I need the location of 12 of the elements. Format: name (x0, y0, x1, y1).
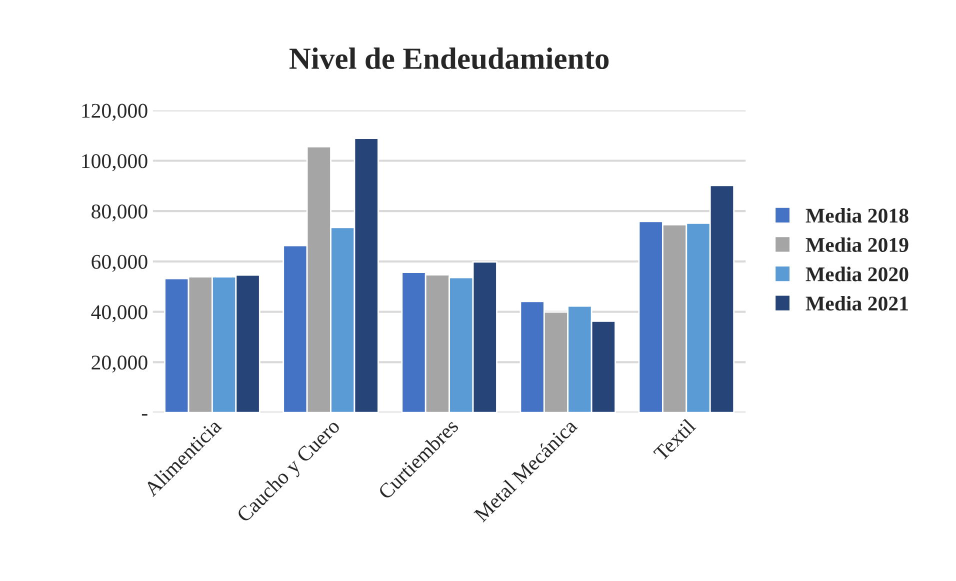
legend-label: Media 2019 (806, 237, 908, 252)
legend-label: Media 2018 (806, 208, 908, 223)
y-tick-label: 120,000 (82, 104, 148, 121)
y-tick-label: - (142, 414, 148, 416)
y-tick-label: 60,000 (92, 254, 148, 272)
chart-title: Nivel de Endeudamiento (289, 48, 609, 70)
y-tick-label: 80,000 (92, 204, 148, 222)
legend-label: Media 2021 (806, 296, 908, 311)
y-tick-label: 20,000 (92, 356, 148, 373)
y-tick-label: 40,000 (91, 305, 148, 322)
y-tick-label: 100,000 (82, 154, 148, 172)
legend-label: Media 2020 (806, 266, 908, 282)
